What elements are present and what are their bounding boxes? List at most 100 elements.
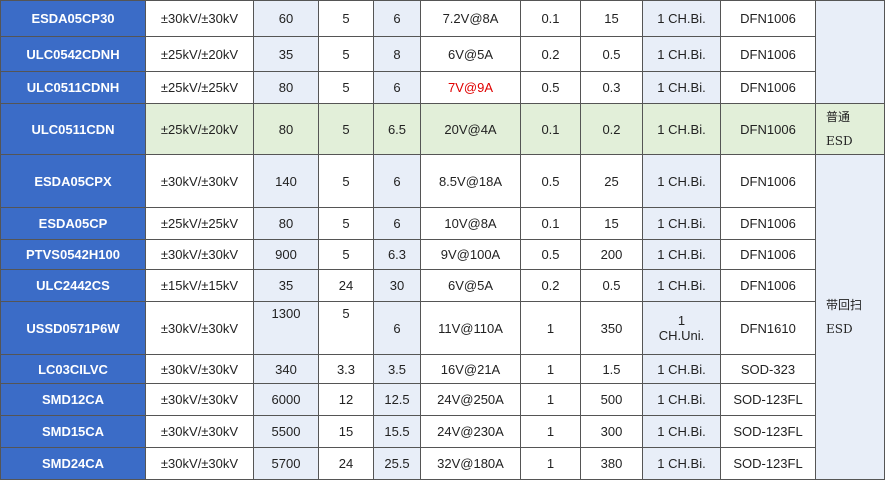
table-row: ULC0511CDNH ±25kV/±25kV 80 5 6 7V@9A 0.5 0.3 1 C… bbox=[0, 71, 885, 104]
cell: 32V@180A bbox=[420, 447, 521, 480]
table-row: SMD24CA ±30kV/±30kV 5700 24 25.5 32V@180A 1 380… bbox=[0, 447, 885, 480]
cell: 6 bbox=[373, 71, 421, 104]
cell: 1300 bbox=[253, 301, 319, 355]
cell: ±30kV/±30kV bbox=[145, 301, 254, 355]
cell: 0.5 bbox=[580, 269, 643, 302]
table-row: LC03CILVC ±30kV/±30kV 340 3.3 3.5 16V@21A 1 1.5… bbox=[0, 354, 885, 384]
cell: 11V@110A bbox=[420, 301, 521, 355]
cell: 6000 bbox=[253, 383, 319, 416]
cell: 1 CH.Bi. bbox=[642, 447, 721, 480]
table-row: ULC0542CDNH ±25kV/±20kV 35 5 8 6V@5A 0.2 0.5 1 C… bbox=[0, 36, 885, 72]
cell: ±30kV/±30kV bbox=[145, 239, 254, 270]
part-number: LC03CILVC bbox=[0, 354, 146, 384]
cell: 20V@4A bbox=[420, 103, 521, 155]
part-number: ULC0511CDNH bbox=[0, 71, 146, 104]
cell: ±30kV/±30kV bbox=[145, 0, 254, 37]
cell: ±30kV/±30kV bbox=[145, 154, 254, 208]
cell: 25 bbox=[580, 154, 643, 208]
table-row: ESDA05CP30 ±30kV/±30kV 60 5 6 7.2V@8A 0.1 15 1 C… bbox=[0, 0, 885, 104]
part-number: ESDA05CPX bbox=[0, 154, 146, 208]
cell: 5 bbox=[318, 103, 374, 155]
cell: 200 bbox=[580, 239, 643, 270]
cell: 1 CH.Bi. bbox=[642, 354, 721, 384]
cell: 6 bbox=[373, 207, 421, 240]
cell: 30 bbox=[373, 269, 421, 302]
cell: 5 bbox=[318, 301, 374, 355]
cell: ±25kV/±25kV bbox=[145, 207, 254, 240]
group-label: 带回扫 ESD bbox=[815, 154, 885, 480]
table-row: ULC0511CDN ±25kV/±20kV 80 5 6.5 20V@4A 0.1 0.2 1… bbox=[0, 103, 885, 155]
cell: 10V@8A bbox=[420, 207, 521, 240]
cell: 5700 bbox=[253, 447, 319, 480]
cell: 8 bbox=[373, 36, 421, 72]
cell: DFN1006 bbox=[720, 0, 816, 37]
cell: ±30kV/±30kV bbox=[145, 447, 254, 480]
cell: 24V@230A bbox=[420, 415, 521, 448]
cell: 5500 bbox=[253, 415, 319, 448]
cell: DFN1006 bbox=[720, 207, 816, 240]
cell: 1 bbox=[520, 301, 581, 355]
cell: DFN1006 bbox=[720, 269, 816, 302]
cell: 1 CH.Bi. bbox=[642, 415, 721, 448]
cell: SOD-323 bbox=[720, 354, 816, 384]
cell: 0.1 bbox=[520, 103, 581, 155]
cell: 5 bbox=[318, 239, 374, 270]
cell: 5 bbox=[318, 0, 374, 37]
cell: 1 bbox=[520, 415, 581, 448]
part-number: SMD15CA bbox=[0, 415, 146, 448]
cell: 140 bbox=[253, 154, 319, 208]
cell: 15 bbox=[580, 0, 643, 37]
cell: 6 bbox=[373, 154, 421, 208]
cell: 7.2V@8A bbox=[420, 0, 521, 37]
cell: 25.5 bbox=[373, 447, 421, 480]
part-number: PTVS0542H100 bbox=[0, 239, 146, 270]
cell: 7V@9A bbox=[420, 71, 521, 104]
cell: 5 bbox=[318, 154, 374, 208]
part-number: ULC0511CDN bbox=[0, 103, 146, 155]
cell: 5 bbox=[318, 36, 374, 72]
cell: ±30kV/±30kV bbox=[145, 415, 254, 448]
cell: 1 CH.Bi. bbox=[642, 103, 721, 155]
cell: 0.5 bbox=[520, 239, 581, 270]
cell: 6 bbox=[373, 0, 421, 37]
cell: 1 CH.Bi. bbox=[642, 71, 721, 104]
cell: 16V@21A bbox=[420, 354, 521, 384]
cell: SOD-123FL bbox=[720, 447, 816, 480]
cell: 6 bbox=[373, 301, 421, 355]
cell: 0.5 bbox=[520, 71, 581, 104]
cell: 5 bbox=[318, 207, 374, 240]
cell: 1 CH.Bi. bbox=[642, 269, 721, 302]
cell: 1 CH.Bi. bbox=[642, 383, 721, 416]
cell: 6V@5A bbox=[420, 269, 521, 302]
cell: 80 bbox=[253, 207, 319, 240]
cell: 3.5 bbox=[373, 354, 421, 384]
group-label bbox=[815, 0, 885, 104]
cell: ±15kV/±15kV bbox=[145, 269, 254, 302]
cell: 0.1 bbox=[520, 207, 581, 240]
cell: 0.2 bbox=[580, 103, 643, 155]
group-label-line: 带回扫 bbox=[826, 298, 863, 312]
part-number: ULC2442CS bbox=[0, 269, 146, 302]
cell: DFN1006 bbox=[720, 103, 816, 155]
cell: 1 CH.Bi. bbox=[642, 239, 721, 270]
cell: 15 bbox=[318, 415, 374, 448]
cell: 35 bbox=[253, 269, 319, 302]
part-number: ULC0542CDNH bbox=[0, 36, 146, 72]
cell: 24V@250A bbox=[420, 383, 521, 416]
cell: 6.5 bbox=[373, 103, 421, 155]
part-number: ESDA05CP30 bbox=[0, 0, 146, 37]
cell: 6V@5A bbox=[420, 36, 521, 72]
table-row: ESDA05CP ±25kV/±25kV 80 5 6 10V@8A 0.1 15 1 CH.B… bbox=[0, 207, 885, 240]
table-row: ESDA05CPX ±30kV/±30kV 140 5 6 8.5V@18A 0.5 25 1 … bbox=[0, 154, 885, 480]
cell: 0.5 bbox=[580, 36, 643, 72]
cell: 8.5V@18A bbox=[420, 154, 521, 208]
cell: 9V@100A bbox=[420, 239, 521, 270]
cell: 60 bbox=[253, 0, 319, 37]
cell: 12.5 bbox=[373, 383, 421, 416]
cell: ±30kV/±30kV bbox=[145, 354, 254, 384]
cell: SOD-123FL bbox=[720, 415, 816, 448]
table-row: SMD15CA ±30kV/±30kV 5500 15 15.5 24V@230A 1 300… bbox=[0, 415, 885, 448]
cell: 15 bbox=[580, 207, 643, 240]
cell: ±25kV/±20kV bbox=[145, 103, 254, 155]
